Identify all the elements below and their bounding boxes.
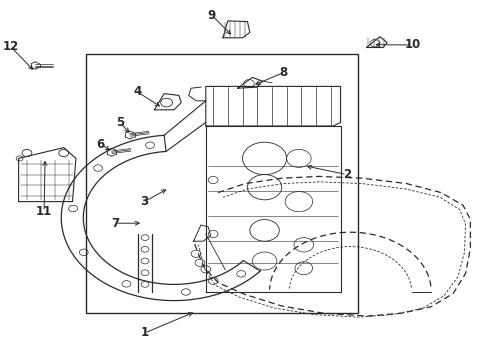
Text: 4: 4 bbox=[133, 85, 141, 98]
Text: 12: 12 bbox=[2, 40, 19, 53]
Bar bbox=[86, 54, 358, 313]
Text: 2: 2 bbox=[343, 168, 351, 181]
Text: 8: 8 bbox=[279, 66, 287, 79]
Text: 7: 7 bbox=[111, 217, 119, 230]
Text: 5: 5 bbox=[116, 116, 124, 129]
Text: 10: 10 bbox=[404, 39, 421, 51]
Text: 11: 11 bbox=[36, 205, 52, 218]
Text: 9: 9 bbox=[208, 9, 216, 22]
Text: 3: 3 bbox=[141, 195, 148, 208]
Text: 1: 1 bbox=[141, 327, 148, 339]
Text: 6: 6 bbox=[97, 138, 104, 150]
